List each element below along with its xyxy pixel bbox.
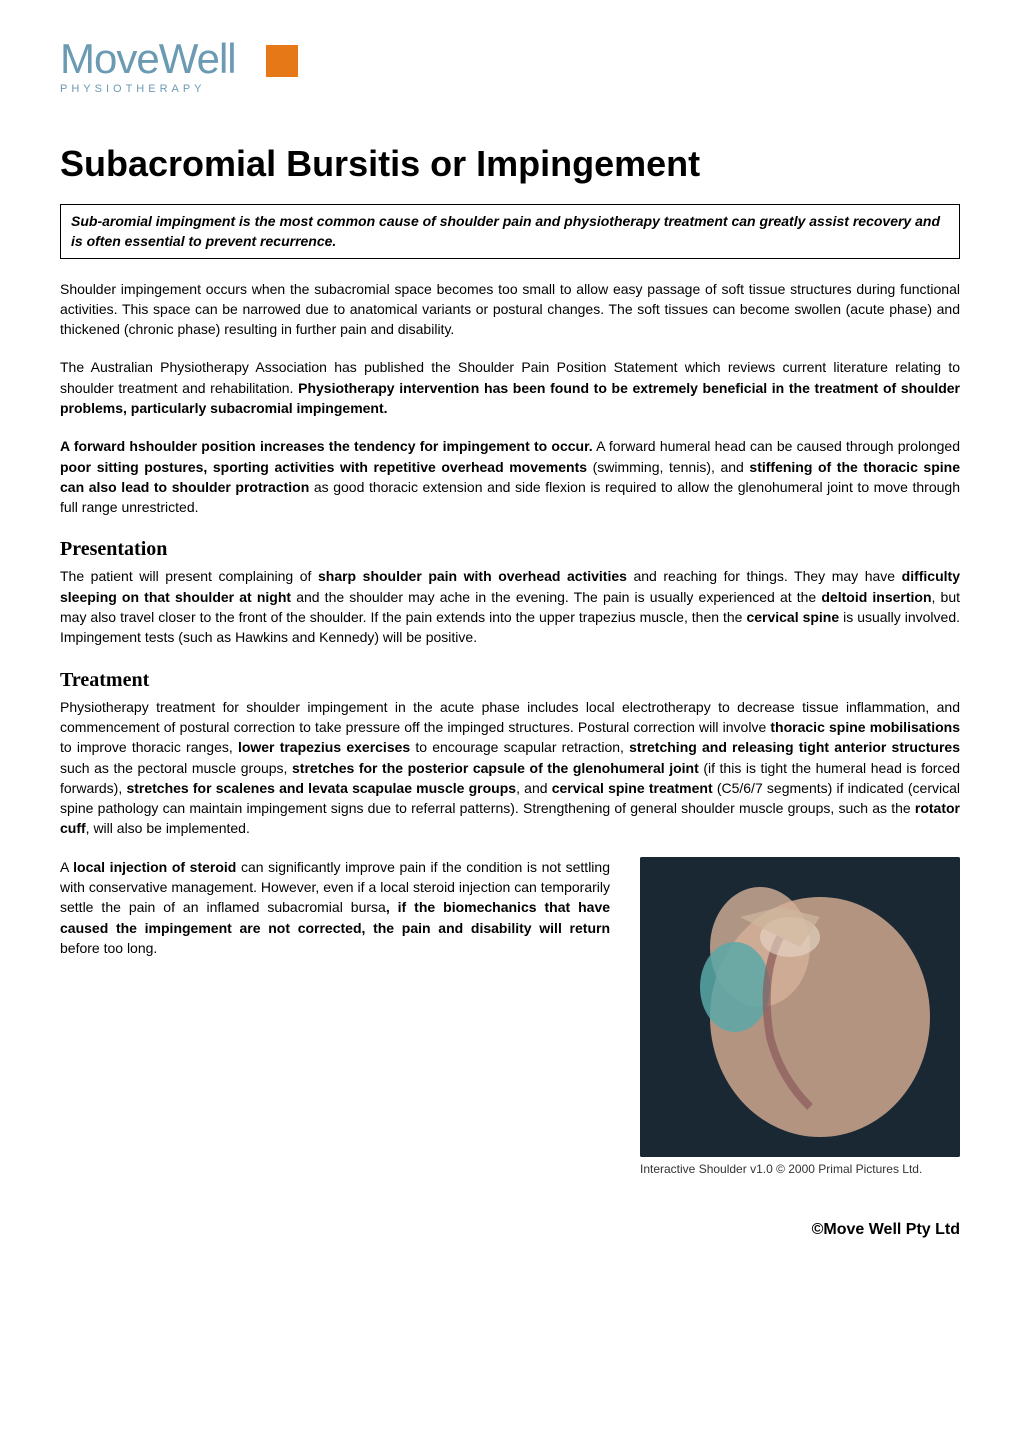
logo-text: MoveWell xyxy=(60,40,236,78)
text: , and xyxy=(516,780,552,796)
paragraph-intro: Shoulder impingement occurs when the sub… xyxy=(60,279,960,340)
paragraph-treatment: Physiotherapy treatment for shoulder imp… xyxy=(60,697,960,839)
text: such as the pectoral muscle groups, xyxy=(60,760,292,776)
page-title: Subacromial Bursitis or Impingement xyxy=(60,138,960,190)
text: , will also be implemented. xyxy=(86,820,250,836)
accent-square xyxy=(266,45,298,77)
section-heading-presentation: Presentation xyxy=(60,535,960,564)
text-bold: cervical spine xyxy=(746,609,839,625)
footer-copyright: ©Move Well Pty Ltd xyxy=(60,1218,960,1241)
text: The patient will present complaining of xyxy=(60,568,318,584)
paragraph-presentation: The patient will present complaining of … xyxy=(60,566,960,647)
text-bold: cervical spine treatment xyxy=(552,780,713,796)
logo: MoveWell PHYSIOTHERAPY xyxy=(60,40,236,98)
intro-box: Sub-aromial impingment is the most commo… xyxy=(60,204,960,259)
paragraph-forward-shoulder: A forward hshoulder position increases t… xyxy=(60,436,960,517)
text-bold: stretching and releasing tight anterior … xyxy=(629,739,960,755)
text: A xyxy=(60,859,73,875)
section-heading-treatment: Treatment xyxy=(60,666,960,695)
text-bold: thoracic spine mobilisations xyxy=(770,719,960,735)
text: to improve thoracic ranges, xyxy=(60,739,238,755)
bottom-section: A local injection of steroid can signifi… xyxy=(60,857,960,1178)
paragraph-steroid: A local injection of steroid can signifi… xyxy=(60,857,610,958)
text-bold: stretches for the posterior capsule of t… xyxy=(292,760,699,776)
text-bold: local injection of steroid xyxy=(73,859,236,875)
text: and the shoulder may ache in the evening… xyxy=(291,589,821,605)
bottom-right-column: Interactive Shoulder v1.0 © 2000 Primal … xyxy=(640,857,960,1178)
text-bold: lower trapezius exercises xyxy=(238,739,410,755)
text-bold: sharp shoulder pain with overhead activi… xyxy=(318,568,627,584)
text: A forward humeral head can be caused thr… xyxy=(593,438,960,454)
logo-subtitle: PHYSIOTHERAPY xyxy=(60,82,236,98)
text-bold: deltoid insertion xyxy=(821,589,931,605)
text-bold: poor sitting postures, sporting activiti… xyxy=(60,459,587,475)
text: before too long. xyxy=(60,940,157,956)
shoulder-svg xyxy=(640,857,960,1157)
text-bold: A forward hshoulder position increases t… xyxy=(60,438,593,454)
text-bold: stretches for scalenes and levata scapul… xyxy=(126,780,516,796)
shoulder-anatomy-image xyxy=(640,857,960,1157)
image-caption: Interactive Shoulder v1.0 © 2000 Primal … xyxy=(640,1161,960,1178)
header: MoveWell PHYSIOTHERAPY xyxy=(60,40,960,98)
text: and reaching for things. They may have xyxy=(627,568,902,584)
bottom-left-column: A local injection of steroid can signifi… xyxy=(60,857,610,976)
paragraph-apa: The Australian Physiotherapy Association… xyxy=(60,357,960,418)
text: to encourage scapular retraction, xyxy=(410,739,629,755)
text: (swimming, tennis), and xyxy=(587,459,749,475)
